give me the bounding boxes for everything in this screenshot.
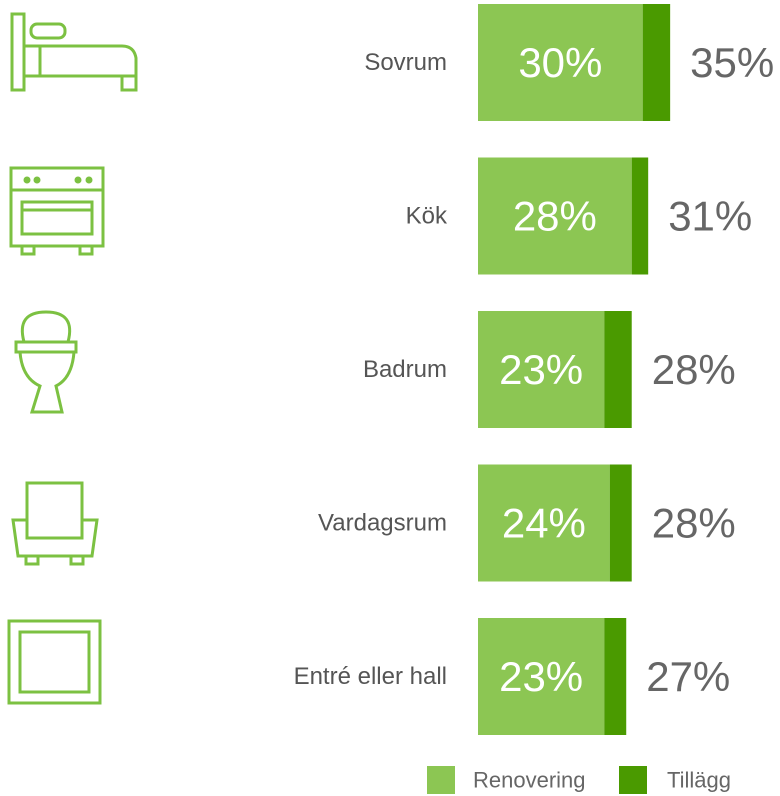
- value-label: 30%: [518, 39, 602, 86]
- legend-swatch: [619, 766, 647, 794]
- category-label: Kök: [406, 203, 448, 230]
- value-label: 23%: [499, 653, 583, 700]
- bar-segment: [609, 464, 632, 582]
- bar-segment: [604, 311, 632, 428]
- bar-segment: [604, 618, 627, 735]
- category-label: Sovrum: [364, 49, 447, 76]
- total-label: 28%: [652, 500, 736, 547]
- armchair-icon: [11, 481, 99, 566]
- bar-segment: [631, 157, 649, 275]
- total-label: 31%: [668, 193, 752, 240]
- value-label: 24%: [502, 500, 586, 547]
- total-label: 28%: [652, 346, 736, 393]
- value-label: 23%: [499, 346, 583, 393]
- legend-label: Renovering: [473, 768, 586, 793]
- bar-segment: [478, 4, 643, 121]
- bar-segment: [478, 464, 610, 582]
- category-label: Vardagsrum: [318, 510, 447, 537]
- total-label: 27%: [646, 653, 730, 700]
- bed-icon: [10, 12, 138, 92]
- category-label: Badrum: [363, 356, 447, 383]
- rug-icon: [7, 619, 102, 705]
- bar-segment: [478, 157, 632, 275]
- toilet-icon: [14, 310, 78, 414]
- oven-icon: [9, 166, 105, 256]
- total-label: 35%: [690, 39, 774, 86]
- category-label: Entré eller hall: [294, 663, 447, 690]
- value-label: 28%: [513, 193, 597, 240]
- legend-label: Tillägg: [667, 768, 731, 793]
- bar-segment: [478, 618, 605, 735]
- bar-segment: [478, 311, 605, 428]
- bar-segment: [642, 4, 671, 121]
- legend-swatch: [427, 766, 455, 794]
